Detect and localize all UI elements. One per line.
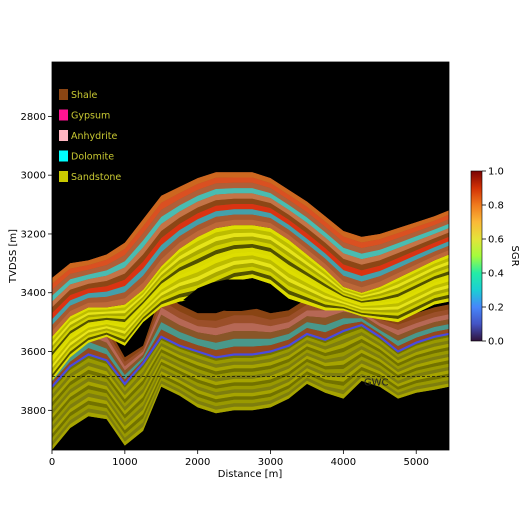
colorbar-tick-label: 0.6	[488, 235, 504, 246]
x-tick-label: 0	[49, 457, 55, 468]
x-tick-label: 3000	[258, 457, 283, 468]
x-tick-label: 1000	[112, 457, 137, 468]
legend-swatch	[59, 171, 68, 182]
legend-swatch	[59, 130, 68, 141]
colorbar-ticks: 0.0 0.2 0.4 0.6 0.8 1.0	[482, 167, 504, 348]
legend-label: Gypsum	[71, 111, 110, 122]
legend-swatch	[59, 109, 68, 121]
x-axis-label: Distance [m]	[218, 469, 283, 480]
legend-label: Sandstone	[71, 172, 121, 183]
gwc-label: GWC	[364, 378, 389, 389]
upper-sandstone-band	[52, 247, 449, 359]
plot-frame	[51, 61, 450, 451]
y-tick-label: 3200	[21, 229, 46, 240]
y-tick-label: 3600	[21, 347, 46, 358]
legend-swatch	[59, 89, 68, 100]
colorbar: 0.0 0.2 0.4 0.6 0.8 1.0 SGR	[470, 167, 520, 348]
y-axis-ticks: 2800 3000 3200 3400 3600 3800	[21, 112, 52, 417]
legend-label: Shale	[71, 90, 98, 101]
colorbar-tick-label: 1.0	[488, 167, 504, 178]
colorbar-label: SGR	[509, 245, 520, 266]
legend-label: Dolomite	[71, 152, 114, 163]
x-tick-label: 4000	[331, 457, 356, 468]
legend: Shale Gypsum Anhydrite Dolomite Sandstone	[59, 89, 121, 183]
x-tick-label: 5000	[403, 457, 428, 468]
y-axis-label: TVDSS [m]	[8, 229, 19, 284]
colorbar-gradient	[470, 170, 483, 342]
gas-blob	[183, 279, 286, 311]
x-axis-ticks: 0 1000 2000 3000 4000 5000	[49, 450, 429, 468]
y-tick-label: 2800	[21, 112, 46, 123]
lower-sandstone-band	[52, 325, 449, 391]
gas-cap-line	[52, 323, 449, 388]
y-tick-label: 3000	[21, 171, 46, 182]
x-tick-label: 2000	[185, 457, 210, 468]
colorbar-tick-label: 0.4	[488, 269, 504, 280]
colorbar-tick-label: 0.8	[488, 201, 504, 212]
stratigraphy-layers	[52, 172, 449, 450]
y-tick-label: 3800	[21, 406, 46, 417]
legend-swatch	[59, 150, 68, 162]
colorbar-tick-label: 0.2	[488, 303, 504, 314]
y-tick-label: 3400	[21, 288, 46, 299]
colorbar-tick-label: 0.0	[488, 337, 504, 348]
legend-label: Anhydrite	[71, 131, 117, 142]
